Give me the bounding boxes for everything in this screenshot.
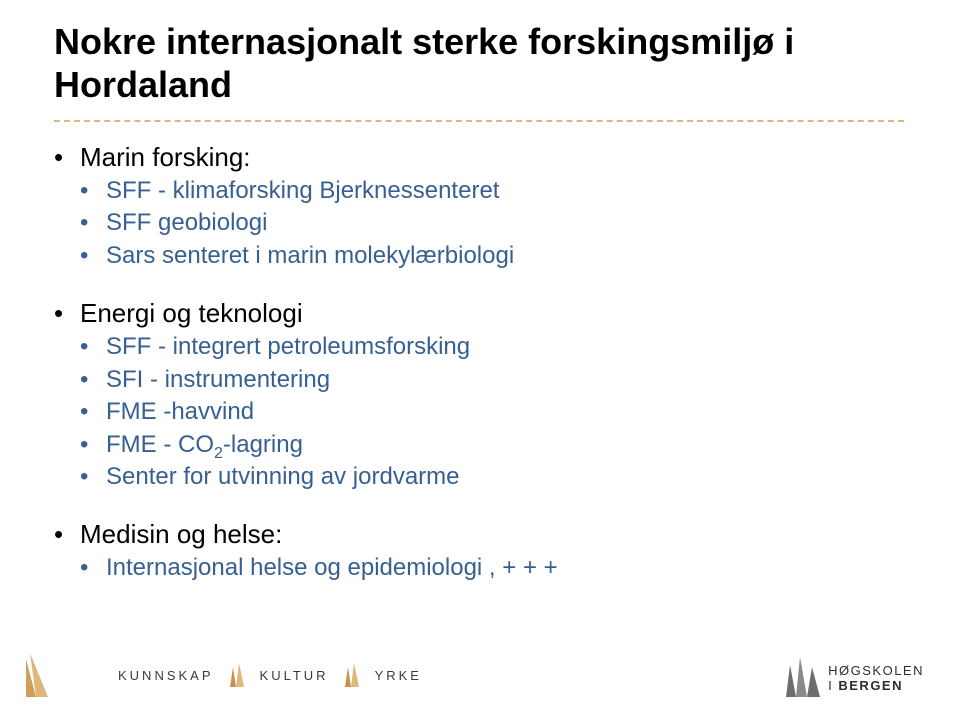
logo-line2-prefix: I — [828, 678, 838, 693]
list-item: Senter for utvinning av jordvarme — [80, 461, 904, 493]
footer: KUNNSKAP KULTUR YRKE — [0, 633, 960, 713]
logo-line1: HØGSKOLEN — [828, 663, 924, 678]
slide: Nokre internasjonalt sterke forskingsmil… — [0, 0, 960, 713]
tagline-word: YRKE — [375, 668, 422, 683]
list-item: SFF - integrert petroleumsforsking — [80, 331, 904, 363]
tagline: KUNNSKAP KULTUR YRKE — [118, 663, 422, 687]
list-item: Internasjonal helse og epidemiologi , + … — [80, 552, 904, 584]
logo-line2-bold: BERGEN — [838, 678, 903, 693]
separator-icon — [230, 663, 244, 687]
list-item: SFF - klimaforsking Bjerknessenteret — [80, 175, 904, 207]
slide-title: Nokre internasjonalt sterke forskingsmil… — [54, 20, 904, 106]
divider-line — [54, 120, 904, 122]
hib-logo: HØGSKOLEN I BERGEN — [786, 653, 924, 697]
list-item: SFF geobiologi — [80, 207, 904, 239]
section-medisin: Medisin og helse: Internasjonal helse og… — [54, 517, 904, 584]
section-marin: Marin forsking: SFF - klimaforsking Bjer… — [54, 140, 904, 272]
list-item: FME - CO2-lagring — [80, 429, 904, 461]
section-heading: Energi og teknologi — [80, 298, 303, 328]
section-heading: Marin forsking: — [80, 142, 251, 172]
content-area: Marin forsking: SFF - klimaforsking Bjer… — [54, 140, 904, 609]
corner-mark-icon — [26, 653, 70, 697]
section-heading: Medisin og helse: — [80, 519, 282, 549]
hib-logo-icon — [786, 653, 820, 697]
section-energi: Energi og teknologi SFF - integrert petr… — [54, 296, 904, 493]
separator-icon — [345, 663, 359, 687]
list-item: Sars senteret i marin molekylærbiologi — [80, 240, 904, 272]
hib-logo-text: HØGSKOLEN I BERGEN — [828, 663, 924, 697]
list-item: SFI - instrumentering — [80, 364, 904, 396]
tagline-word: KUNNSKAP — [118, 668, 214, 683]
list-item: FME -havvind — [80, 396, 904, 428]
tagline-word: KULTUR — [260, 668, 329, 683]
